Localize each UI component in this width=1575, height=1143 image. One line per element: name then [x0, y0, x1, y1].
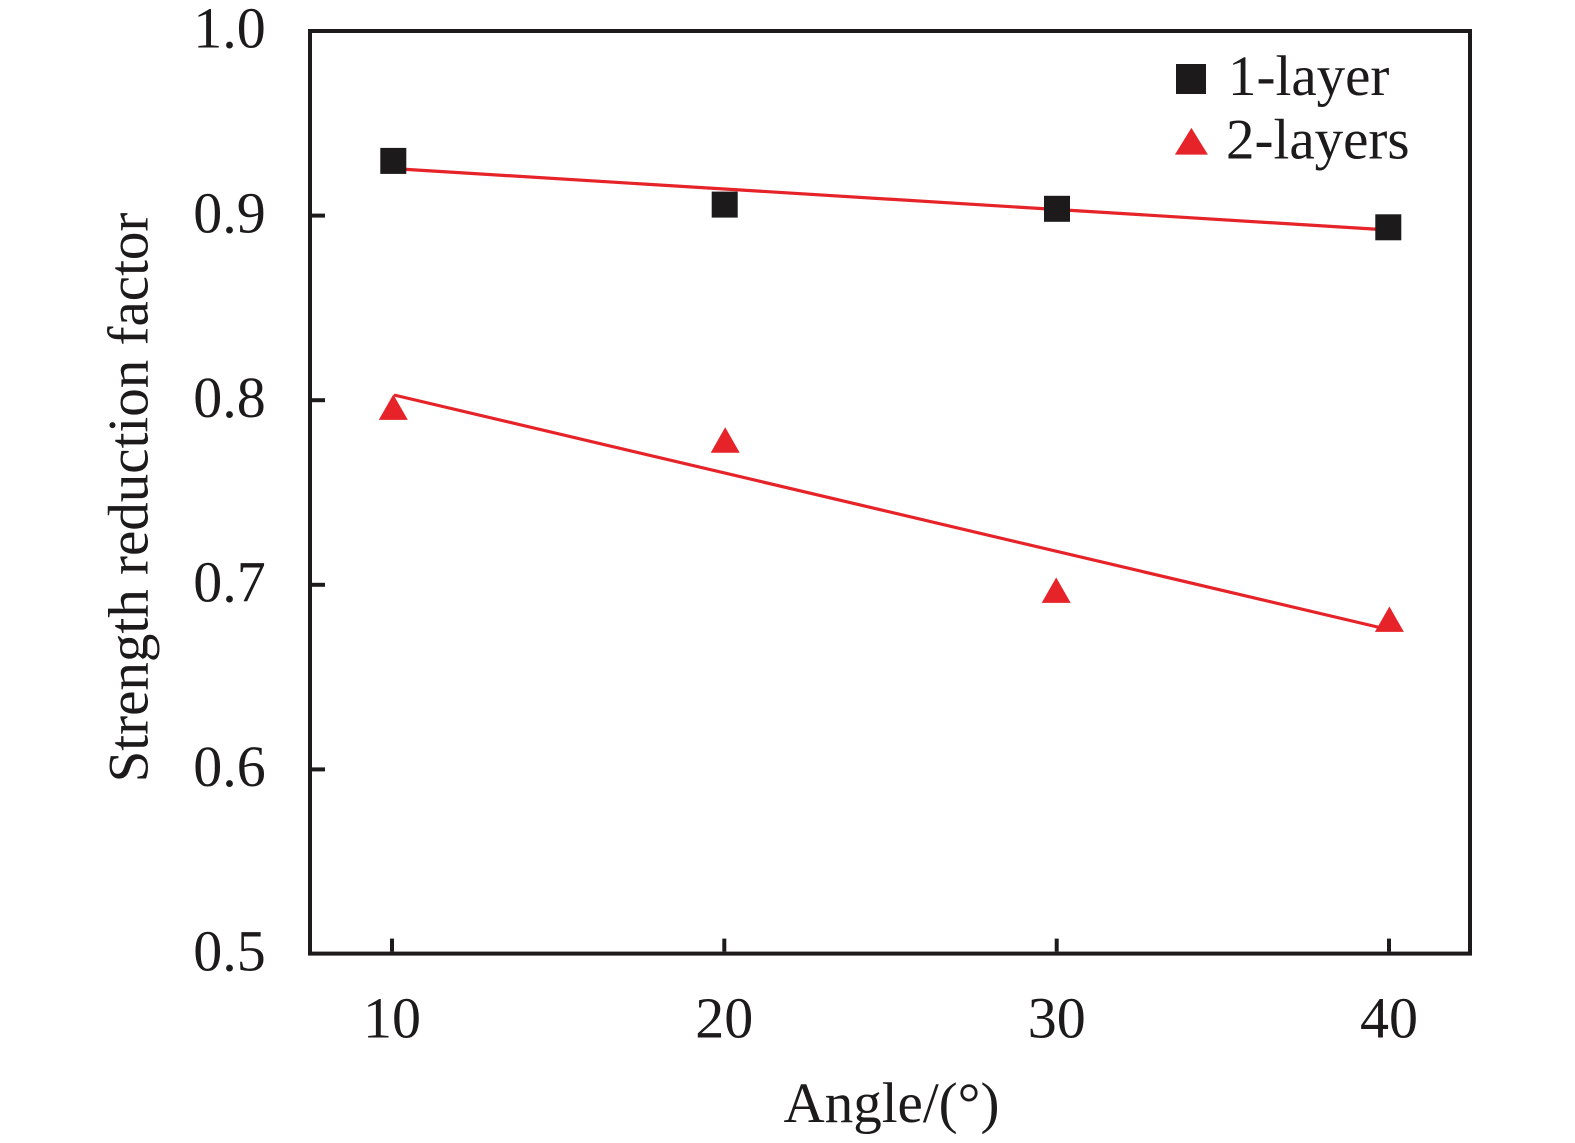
svg-text:20: 20	[695, 986, 753, 1051]
svg-text:10: 10	[363, 986, 421, 1051]
svg-text:0.8: 0.8	[193, 365, 266, 430]
svg-text:1.0: 1.0	[193, 0, 266, 61]
svg-text:0.9: 0.9	[193, 180, 266, 245]
svg-text:2-layers: 2-layers	[1226, 108, 1410, 171]
svg-text:Angle/(°): Angle/(°)	[784, 1072, 1000, 1135]
svg-text:0.7: 0.7	[193, 550, 266, 615]
svg-text:0.5: 0.5	[193, 918, 266, 983]
svg-text:1-layer: 1-layer	[1228, 45, 1389, 108]
svg-text:30: 30	[1028, 986, 1086, 1051]
svg-text:0.6: 0.6	[193, 734, 266, 799]
svg-text:40: 40	[1360, 986, 1418, 1051]
svg-text:Strength reduction factor: Strength reduction factor	[98, 213, 161, 783]
